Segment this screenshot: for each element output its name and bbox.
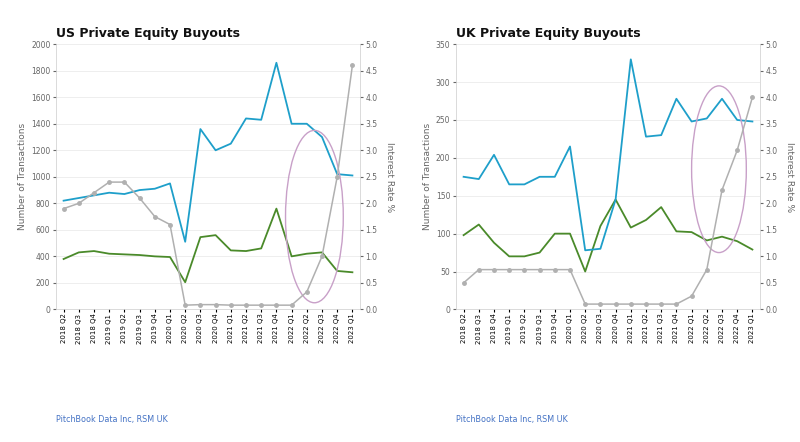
Y-axis label: Number of Transactions: Number of Transactions [422,123,432,230]
Legend: Primary Platform, Add-Ons, BoE Interest Rates (At Qtr End): Primary Platform, Add-Ons, BoE Interest … [460,440,734,442]
Text: UK Private Equity Buyouts: UK Private Equity Buyouts [456,27,641,40]
Y-axis label: Interest Rate %: Interest Rate % [386,142,394,212]
Text: PitchBook Data Inc, RSM UK: PitchBook Data Inc, RSM UK [56,415,168,424]
Text: US Private Equity Buyouts: US Private Equity Buyouts [56,27,240,40]
Y-axis label: Interest Rate %: Interest Rate % [786,142,794,212]
Y-axis label: Number of Transactions: Number of Transactions [18,123,27,230]
Text: PitchBook Data Inc, RSM UK: PitchBook Data Inc, RSM UK [456,415,568,424]
Legend: Primary Platform, Add-Ons, Federal Reserve Effective Rate (At Qtr End): Primary Platform, Add-Ons, Federal Reser… [60,440,379,442]
